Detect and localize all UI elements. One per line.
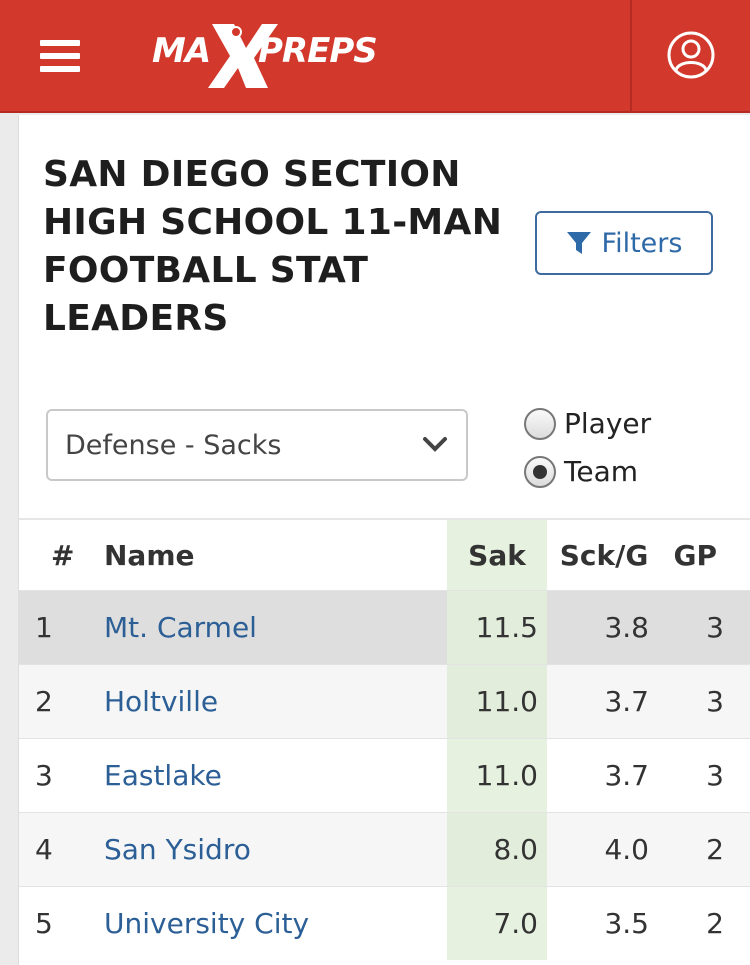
games-played-cell: 2 bbox=[706, 833, 724, 866]
chevron-down-icon bbox=[423, 437, 447, 452]
rank-cell: 5 bbox=[35, 907, 53, 940]
team-name-cell: Holtville bbox=[104, 665, 444, 738]
filters-button-label: Filters bbox=[601, 227, 683, 259]
sacks-cell: 11.0 bbox=[447, 665, 547, 738]
rank-cell: 2 bbox=[35, 685, 53, 718]
table-row[interactable]: 3 Eastlake 11.0 3.7 3 bbox=[19, 738, 750, 812]
player-radio[interactable] bbox=[524, 407, 556, 440]
sacks-per-game-cell: 3.8 bbox=[604, 611, 649, 644]
maxpreps-logo[interactable]: MA PREPS bbox=[150, 18, 390, 90]
team-name-cell: San Ysidro bbox=[104, 813, 444, 886]
team-link[interactable]: University City bbox=[104, 907, 310, 940]
rank-cell: 4 bbox=[35, 833, 53, 866]
stat-category-value: Defense - Sacks bbox=[65, 429, 282, 461]
column-header-games-played[interactable]: GP bbox=[673, 538, 717, 572]
player-radio-label: Player bbox=[564, 407, 652, 440]
table-row[interactable]: 1 Mt. Carmel 11.5 3.8 3 bbox=[19, 590, 750, 664]
team-name-cell: Mt. Carmel bbox=[104, 591, 444, 664]
team-link[interactable]: Holtville bbox=[104, 685, 219, 718]
team-radio-option[interactable]: Team bbox=[524, 455, 638, 488]
account-icon[interactable] bbox=[666, 30, 716, 80]
column-header-sacks[interactable]: Sak bbox=[447, 520, 547, 590]
table-row[interactable]: 2 Holtville 11.0 3.7 3 bbox=[19, 664, 750, 738]
games-played-cell: 3 bbox=[706, 685, 724, 718]
sacks-per-game-cell: 4.0 bbox=[604, 833, 649, 866]
sacks-per-game-cell: 3.7 bbox=[604, 685, 649, 718]
games-played-cell: 2 bbox=[706, 907, 724, 940]
team-link[interactable]: Mt. Carmel bbox=[104, 611, 257, 644]
rank-cell: 1 bbox=[35, 611, 53, 644]
hamburger-menu-icon[interactable] bbox=[38, 36, 84, 76]
header-divider bbox=[630, 0, 632, 113]
team-link[interactable]: San Ysidro bbox=[104, 833, 251, 866]
logo-text-right: PREPS bbox=[258, 31, 377, 71]
filters-button[interactable]: Filters bbox=[535, 211, 713, 275]
team-radio[interactable] bbox=[524, 455, 556, 488]
player-radio-option[interactable]: Player bbox=[524, 407, 651, 440]
team-radio-label: Team bbox=[564, 455, 639, 488]
page-title: SAN DIEGO SECTION HIGH SCHOOL 11-MAN FOO… bbox=[43, 154, 503, 339]
stat-leaders-table: # Name Sak Sck/G GP 1 Mt. Carmel 11.5 3.… bbox=[19, 518, 750, 960]
table-header-row: # Name Sak Sck/G GP bbox=[19, 518, 750, 590]
table-row[interactable]: 4 San Ysidro 8.0 4.0 2 bbox=[19, 812, 750, 886]
games-played-cell: 3 bbox=[706, 611, 724, 644]
column-header-rank[interactable]: # bbox=[51, 538, 75, 572]
sacks-per-game-cell: 3.7 bbox=[604, 759, 649, 792]
team-link[interactable]: Eastlake bbox=[104, 759, 222, 792]
rank-cell: 3 bbox=[35, 759, 53, 792]
column-header-sacks-per-game[interactable]: Sck/G bbox=[559, 538, 649, 572]
top-navigation-bar: MA PREPS bbox=[0, 0, 750, 113]
stat-category-select[interactable]: Defense - Sacks bbox=[46, 409, 468, 481]
column-header-name[interactable]: Name bbox=[104, 538, 195, 572]
sacks-cell: 7.0 bbox=[447, 887, 547, 960]
table-row[interactable]: 5 University City 7.0 3.5 2 bbox=[19, 886, 750, 960]
sacks-cell: 8.0 bbox=[447, 813, 547, 886]
sacks-cell: 11.0 bbox=[447, 739, 547, 812]
games-played-cell: 3 bbox=[706, 759, 724, 792]
stat-leaders-card: SAN DIEGO SECTION HIGH SCHOOL 11-MAN FOO… bbox=[18, 115, 750, 965]
logo-text-left: MA bbox=[152, 31, 210, 71]
team-name-cell: University City bbox=[104, 887, 444, 960]
team-name-cell: Eastlake bbox=[104, 739, 444, 812]
sacks-cell: 11.5 bbox=[447, 591, 547, 664]
sacks-per-game-cell: 3.5 bbox=[604, 907, 649, 940]
filter-icon bbox=[566, 232, 591, 254]
